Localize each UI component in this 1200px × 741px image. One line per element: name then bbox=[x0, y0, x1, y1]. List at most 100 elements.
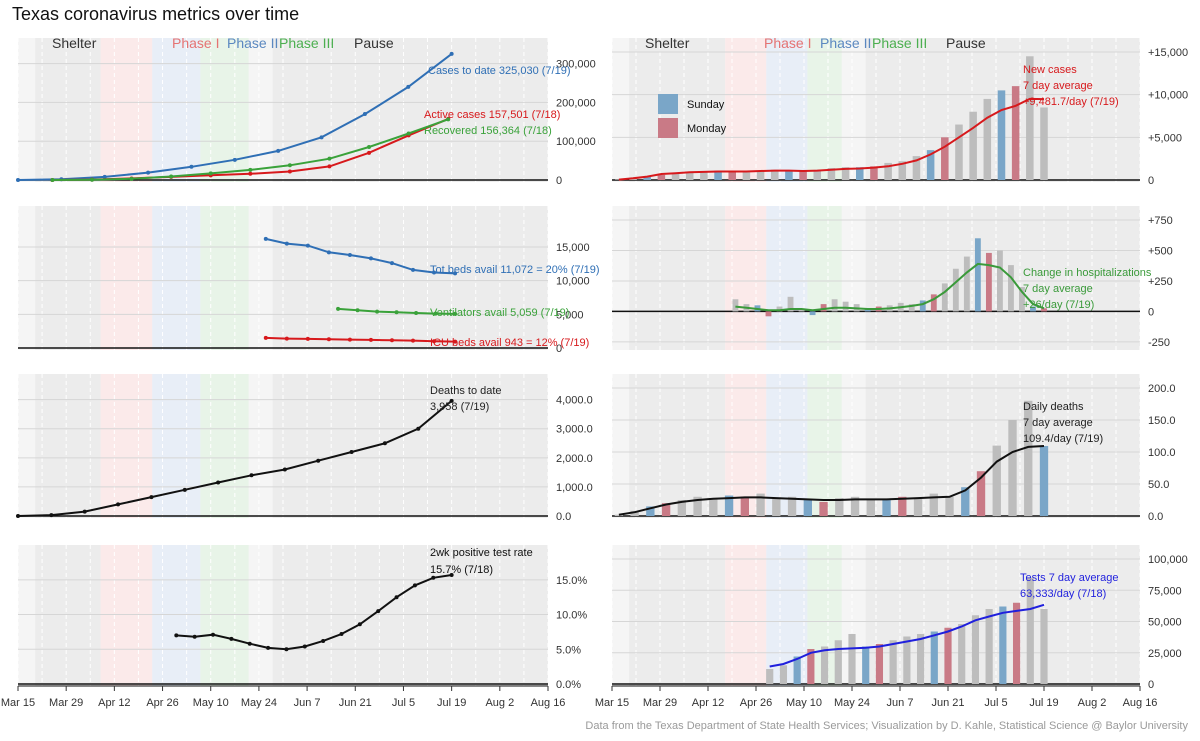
bar-daily-deaths bbox=[882, 500, 891, 516]
series-total-beds-point bbox=[284, 241, 289, 246]
y-tick-label: 2,000.0 bbox=[556, 453, 593, 465]
series-icu-beds-point bbox=[305, 336, 310, 341]
legend-swatch-monday bbox=[658, 118, 678, 138]
bar-hospitalization-change bbox=[1019, 287, 1025, 312]
bar-tests bbox=[793, 656, 801, 684]
bar-tests bbox=[916, 634, 925, 684]
phase-label: Phase I bbox=[172, 35, 219, 51]
label-new-cases-avg: 7 day average bbox=[1023, 80, 1093, 92]
series-recovered-point bbox=[248, 167, 253, 172]
x-tick-label: Jul 19 bbox=[1029, 697, 1058, 709]
bar-hospitalization-change bbox=[985, 252, 992, 312]
label-daily-deaths-value: 109.4/day (7/19) bbox=[1023, 433, 1103, 445]
y-tick-label: 100,000 bbox=[556, 136, 596, 148]
bar-new-cases bbox=[756, 171, 765, 180]
series-positive-rate-point bbox=[376, 609, 381, 614]
y-tick-label: 0 bbox=[556, 343, 562, 355]
bar-new-cases bbox=[799, 171, 807, 180]
legend-label: Sunday bbox=[687, 99, 725, 111]
label-hospitalization-value: +26/day (7/19) bbox=[1023, 299, 1094, 311]
bar-new-cases bbox=[714, 170, 722, 180]
bar-daily-deaths bbox=[756, 493, 765, 516]
bar-new-cases bbox=[1011, 86, 1020, 180]
series-positive-rate bbox=[176, 574, 452, 651]
bar-daily-deaths bbox=[819, 501, 828, 516]
bar-new-cases bbox=[643, 176, 651, 180]
bar-tests bbox=[903, 636, 911, 684]
bar-new-cases bbox=[685, 172, 694, 180]
phase-band bbox=[35, 374, 101, 518]
bar-hospitalization-change bbox=[820, 304, 827, 312]
phase-band bbox=[35, 38, 101, 182]
phase-band bbox=[272, 374, 548, 518]
bar-new-cases bbox=[827, 168, 836, 180]
phase-label: Shelter bbox=[645, 35, 690, 51]
series-cases-to-date-point bbox=[146, 170, 151, 175]
bar-hospitalization-change bbox=[952, 268, 959, 312]
y-tick-label: 10.0% bbox=[556, 610, 587, 622]
series-icu-beds-point bbox=[432, 339, 437, 344]
bar-new-cases bbox=[657, 174, 666, 180]
bar-daily-deaths bbox=[772, 498, 781, 516]
bar-new-cases bbox=[1040, 107, 1048, 180]
series-deaths-to-date-point bbox=[382, 441, 387, 446]
bar-new-cases bbox=[770, 169, 779, 180]
y-tick-label: +5,000 bbox=[1148, 132, 1182, 144]
phase-label: Pause bbox=[354, 35, 394, 51]
series-icu-beds-point bbox=[263, 335, 268, 340]
series-positive-rate-point bbox=[412, 583, 417, 588]
series-cases-to-date-point bbox=[449, 51, 454, 56]
series-deaths-to-date-point bbox=[249, 473, 254, 478]
bar-daily-deaths bbox=[961, 487, 970, 516]
series-tests-average bbox=[769, 603, 1045, 668]
phase-label: Pause bbox=[946, 35, 986, 51]
x-tick-label: Apr 12 bbox=[98, 697, 130, 709]
bar-hospitalization-change bbox=[864, 308, 871, 312]
bar-new-cases bbox=[997, 90, 1006, 180]
series-daily-deaths-average bbox=[618, 445, 1045, 516]
bar-daily-deaths bbox=[1008, 420, 1017, 516]
series-recovered-point bbox=[446, 117, 451, 122]
bar-tests bbox=[1012, 602, 1021, 684]
y-tick-label: 0.0% bbox=[556, 679, 581, 691]
bar-new-cases bbox=[941, 137, 949, 180]
phase-band bbox=[766, 206, 808, 350]
bar-hospitalization-change bbox=[963, 256, 970, 312]
y-tick-label: 5.0% bbox=[556, 644, 581, 656]
bar-daily-deaths bbox=[787, 496, 797, 516]
y-tick-label: 0 bbox=[1148, 679, 1154, 691]
phase-band bbox=[200, 38, 249, 182]
series-cases-to-date-point bbox=[319, 135, 324, 140]
bar-daily-deaths bbox=[945, 496, 954, 516]
phase-band bbox=[100, 374, 153, 518]
x-tick-label: Jun 21 bbox=[931, 697, 964, 709]
y-tick-label: 50.0 bbox=[1148, 479, 1169, 491]
phase-band bbox=[807, 38, 842, 182]
x-tick-label: May 10 bbox=[193, 697, 229, 709]
bar-tests bbox=[766, 669, 774, 684]
label-hospitalization-avg: 7 day average bbox=[1023, 283, 1093, 295]
series-ventilators-point bbox=[433, 311, 438, 316]
series-deaths-to-date-point bbox=[349, 450, 354, 454]
series-icu-beds bbox=[265, 336, 456, 343]
bar-new-cases bbox=[884, 162, 892, 180]
label-cases-to-date: Cases to date 325,030 (7/19) bbox=[428, 65, 570, 77]
bar-daily-deaths bbox=[693, 496, 702, 516]
bar-tests bbox=[930, 631, 938, 684]
series-total-beds-point bbox=[411, 267, 416, 272]
bar-hospitalization-change bbox=[996, 250, 1003, 312]
series-ventilators-point bbox=[394, 310, 399, 315]
series-deaths-to-date-point bbox=[282, 467, 287, 472]
bar-tests bbox=[971, 615, 980, 684]
y-tick-label: 100.0 bbox=[1148, 447, 1176, 459]
phase-band bbox=[725, 545, 767, 686]
bar-tests bbox=[848, 634, 856, 684]
label-daily-deaths: Daily deaths bbox=[1023, 401, 1084, 413]
legend-swatch-sunday bbox=[658, 94, 678, 114]
series-deaths-to-date-point bbox=[149, 495, 154, 500]
bar-hospitalization-change bbox=[919, 300, 926, 312]
series-cases-to-date-point bbox=[102, 174, 107, 179]
label-deaths-to-date: Deaths to date bbox=[430, 385, 502, 397]
series-deaths-to-date-point bbox=[449, 398, 454, 403]
